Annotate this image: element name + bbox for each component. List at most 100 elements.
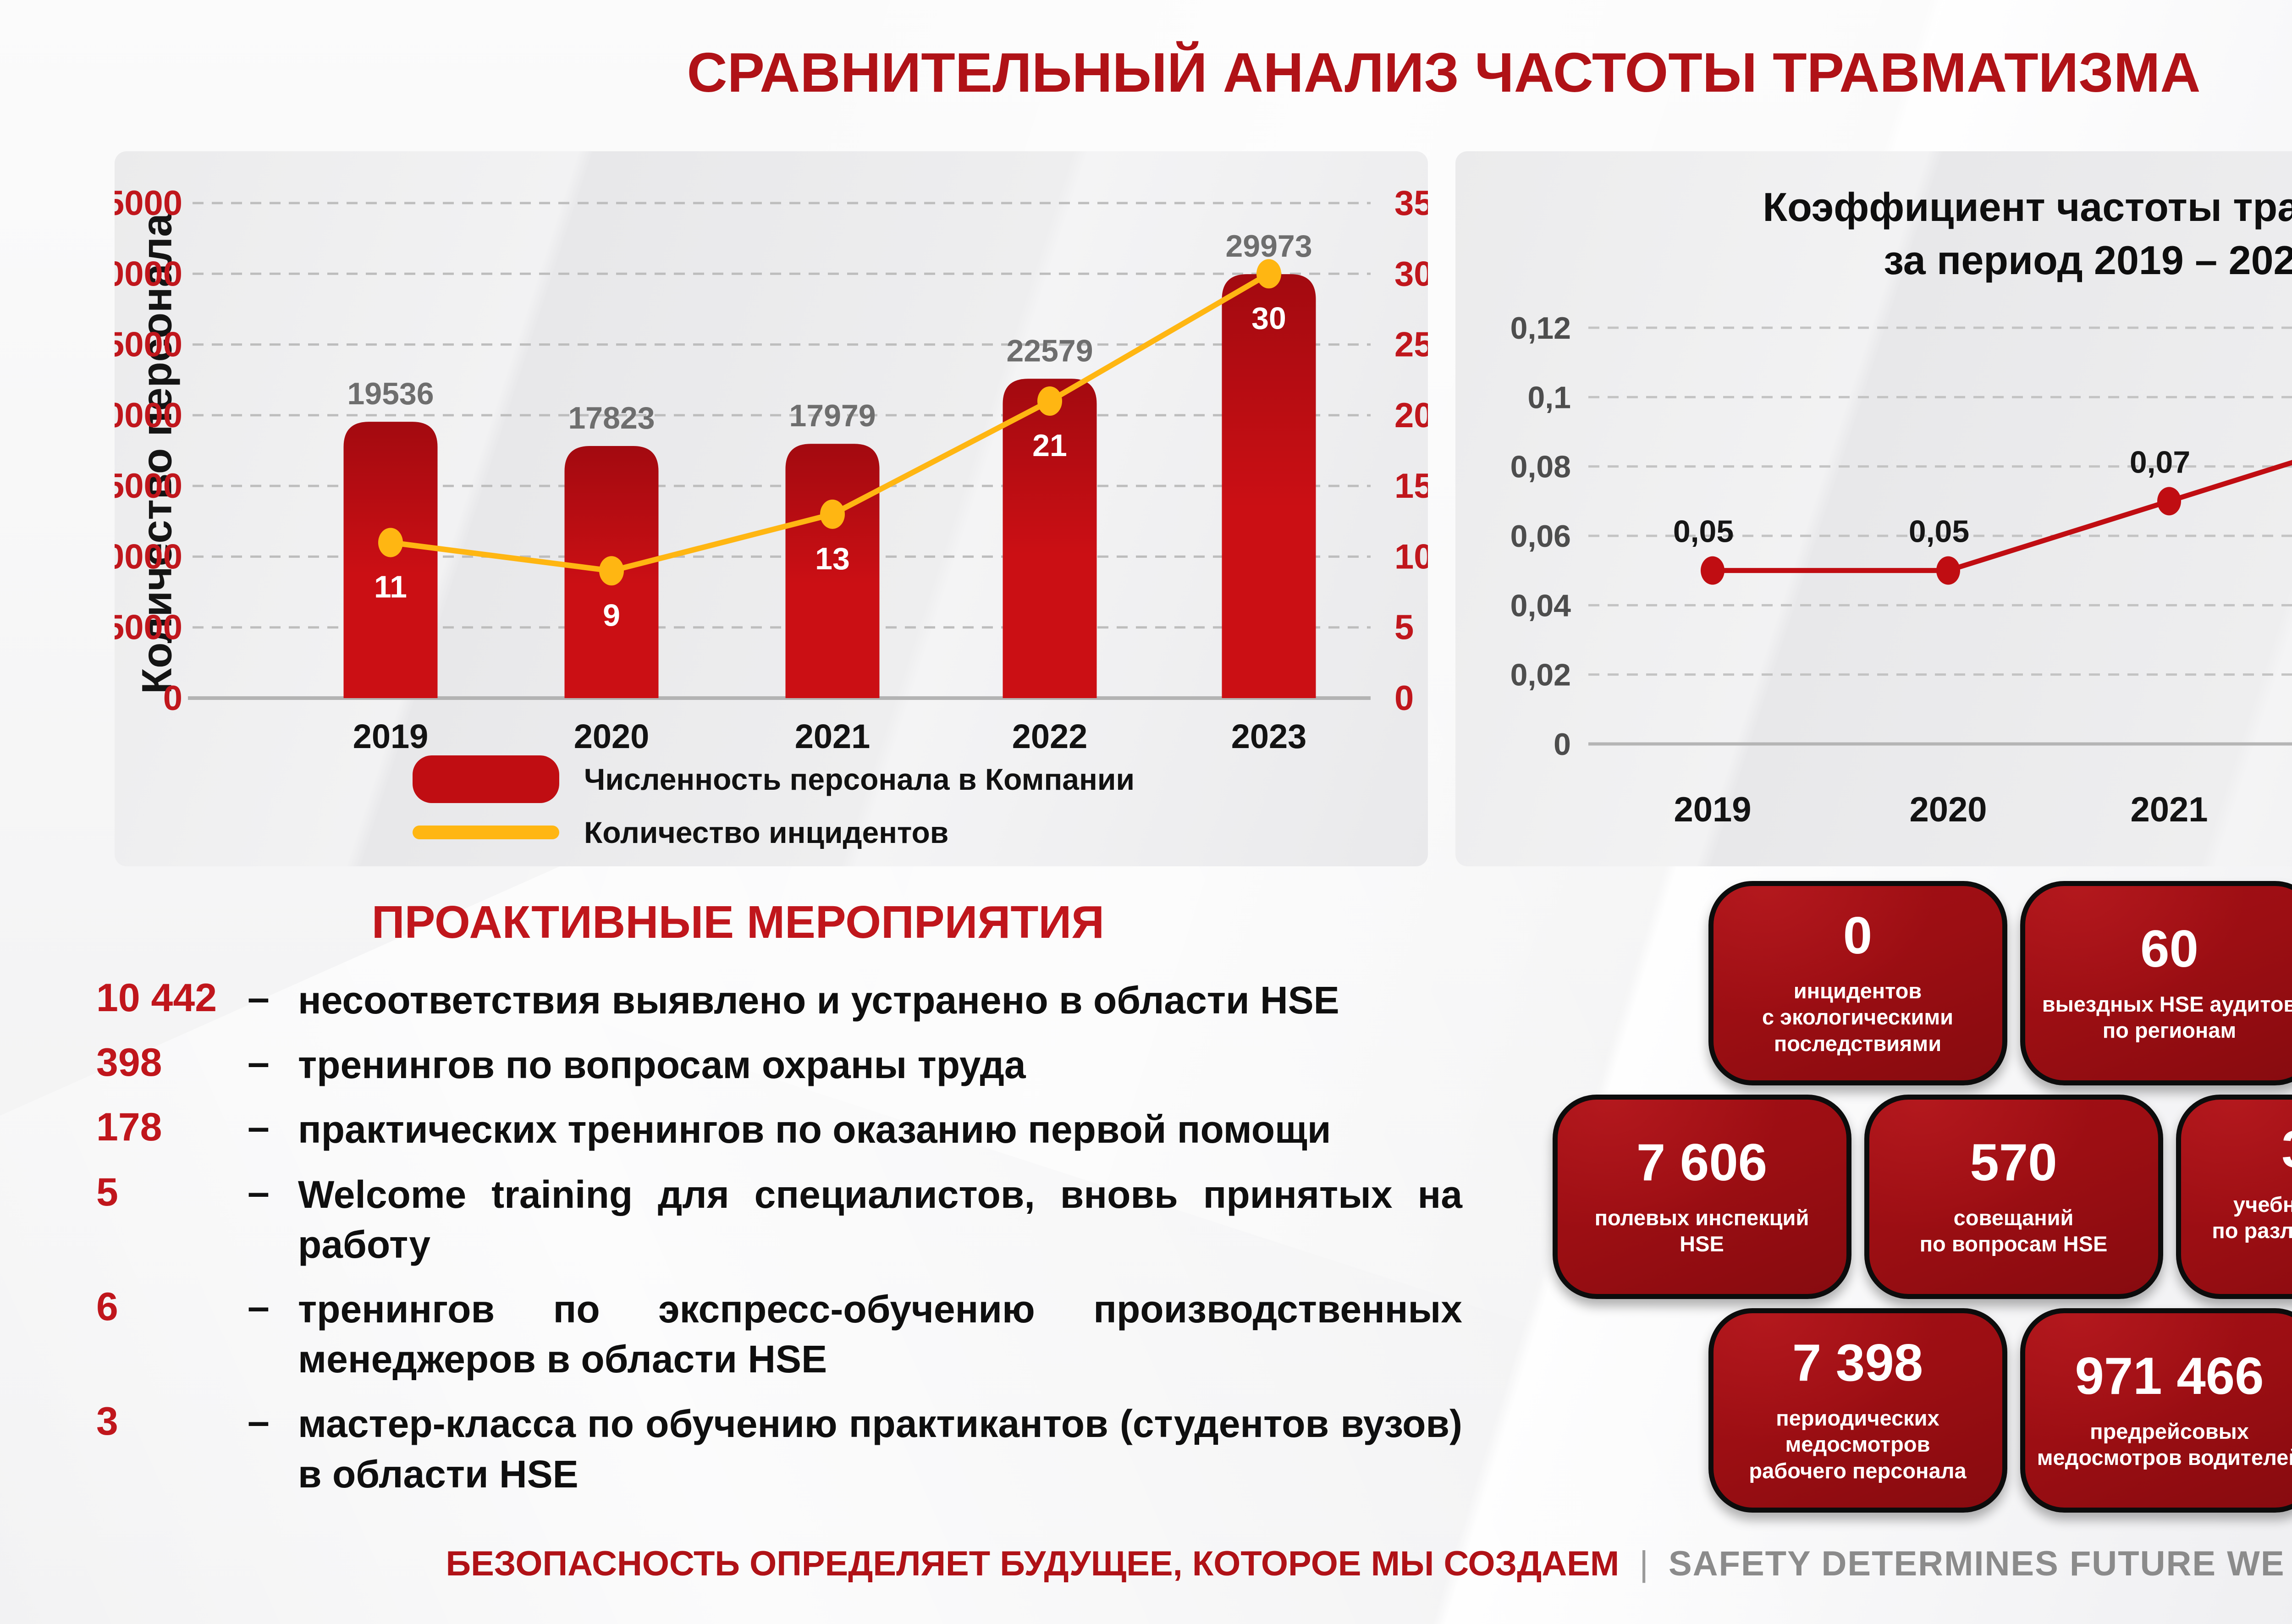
chart-title-line-2: за период 2019 – 2023 гг. xyxy=(1884,237,2292,283)
svg-text:13: 13 xyxy=(815,541,850,576)
kpi-badge-value: 7 606 xyxy=(1636,1133,1768,1192)
kpi-badge: 7 398 периодических медосмотров рабочего … xyxy=(1708,1308,2007,1513)
svg-text:25: 25 xyxy=(1394,325,1428,364)
legend-label: Количество инцидентов xyxy=(584,815,949,849)
proactive-item-dash: – xyxy=(248,1284,270,1329)
svg-text:9: 9 xyxy=(603,598,620,633)
legend-item-personnel: Численность персонала в Компании xyxy=(413,755,1135,803)
frequency-coefficient-chart-panel: Коэффициент частоты травматизма за перио… xyxy=(1455,151,2292,866)
svg-text:20000: 20000 xyxy=(115,396,182,435)
kpi-badge-label: инцидентов с экологическими последствиям… xyxy=(1762,979,1954,1056)
svg-text:0,05: 0,05 xyxy=(1909,514,1969,549)
svg-text:5: 5 xyxy=(1394,608,1414,647)
proactive-item-text: несоответствия выявлено и устранено в об… xyxy=(298,979,1339,1022)
proactive-item: 5 – Welcome training для специалистов, вно… xyxy=(96,1170,1476,1270)
kpi-badge-label: полевых инспекций HSE xyxy=(1594,1205,1809,1256)
svg-text:30: 30 xyxy=(1394,254,1428,293)
frequency-coefficient-chart: 00,020,040,060,080,10,120,050,050,070,09… xyxy=(1510,311,2292,829)
legend-item-incidents: Количество инцидентов xyxy=(413,815,1135,850)
proactive-item-dash: – xyxy=(248,1399,270,1444)
footer-slogan-en: SAFETY DETERMINES FUTURE WE CREATE xyxy=(1668,1544,2292,1583)
kpi-badge-value: 398 xyxy=(2281,1123,2292,1176)
badge-row: 7 606 полевых инспекций HSE 570 совещаний п… xyxy=(1485,1095,2292,1299)
proactive-item-text: тренингов по экспресс-обучению производс… xyxy=(298,1287,1462,1381)
svg-text:30000: 30000 xyxy=(115,254,182,293)
badge-row: 7 398 периодических медосмотров рабочего … xyxy=(1485,1308,2292,1513)
svg-text:30: 30 xyxy=(1251,301,1286,336)
proactive-item-dash: – xyxy=(248,976,270,1020)
svg-text:0: 0 xyxy=(1554,727,1571,762)
svg-text:22579: 22579 xyxy=(1006,333,1093,368)
proactive-item-text: мастер-класса по обучению практикантов (… xyxy=(298,1402,1462,1496)
proactive-item: 3 – мастер-класса по обучению практикантов… xyxy=(96,1399,1476,1499)
proactive-list: 10 442– несоответствия выявлено и устране… xyxy=(96,975,1476,1499)
svg-text:0,06: 0,06 xyxy=(1510,519,1571,554)
kpi-badge: 0 инцидентов с экологическими последствия… xyxy=(1708,881,2007,1085)
kpi-badge: 60 выездных HSE аудитов по регионам xyxy=(2020,881,2292,1085)
svg-text:5000: 5000 xyxy=(115,608,182,647)
svg-text:10000: 10000 xyxy=(115,537,182,576)
svg-text:2019: 2019 xyxy=(353,717,429,755)
proactive-item-value: 178 xyxy=(96,1105,162,1150)
svg-text:2019: 2019 xyxy=(1674,790,1751,829)
chart-title-line-1: Коэффициент частоты травматизма xyxy=(1763,184,2292,230)
svg-text:2021: 2021 xyxy=(795,717,871,755)
svg-text:35000: 35000 xyxy=(115,184,182,223)
kpi-badge-label: учебных занятий по различным темам HSE xyxy=(2212,1192,2292,1243)
proactive-item-text: Welcome training для специалистов, вновь… xyxy=(298,1173,1462,1266)
chart-title: Коэффициент частоты травматизма за перио… xyxy=(1455,181,2292,287)
proactive-item: 398 – тренингов по вопросам охраны труда xyxy=(96,1040,1476,1090)
svg-text:11: 11 xyxy=(374,570,407,605)
svg-text:17823: 17823 xyxy=(568,401,655,435)
proactive-item-value: 10 442 xyxy=(96,976,217,1020)
proactive-item-value: 5 xyxy=(96,1170,118,1214)
kpi-badge: 7 606 полевых инспекций HSE xyxy=(1552,1095,1851,1299)
page-title: СРАВНИТЕЛЬНЫЙ АНАЛИЗ ЧАСТОТЫ ТРАВМАТИЗМА xyxy=(687,41,2201,104)
chart-legend: Численность персонала в Компании Количес… xyxy=(413,755,1135,862)
svg-text:21: 21 xyxy=(1032,428,1067,463)
proactive-heading: ПРОАКТИВНЫЕ МЕРОПРИЯТИЯ xyxy=(371,897,1105,948)
proactive-item-text: тренингов по вопросам охраны труда xyxy=(298,1043,1026,1087)
footer-divider: | xyxy=(1639,1544,1648,1583)
svg-text:0,07: 0,07 xyxy=(2130,445,2190,479)
legend-label: Численность персонала в Компании xyxy=(584,762,1135,796)
kpi-badge-label: предрейсовых медосмотров водителей xyxy=(2037,1419,2292,1470)
kpi-badge: 570 совещаний по вопросам HSE xyxy=(1864,1095,2163,1299)
proactive-section: ПРОАКТИВНЫЕ МЕРОПРИЯТИЯ 10 442– несоответ… xyxy=(96,896,1476,1514)
svg-text:10: 10 xyxy=(1394,537,1428,576)
svg-text:20: 20 xyxy=(1394,396,1428,435)
kpi-badge-value: 971 466 xyxy=(2075,1347,2264,1405)
proactive-item-value: 398 xyxy=(96,1040,162,1085)
kpi-badge: 398 учебных занятий по различным темам HS… xyxy=(2176,1095,2292,1299)
svg-text:0,05: 0,05 xyxy=(1673,514,1734,549)
kpi-badge-label: совещаний по вопросам HSE xyxy=(1919,1205,2108,1256)
svg-text:19536: 19536 xyxy=(347,376,434,411)
badge-row: 0 инцидентов с экологическими последствия… xyxy=(1485,881,2292,1085)
kpi-badge-label: выездных HSE аудитов по регионам xyxy=(2042,991,2292,1042)
svg-text:0,04: 0,04 xyxy=(1510,588,1571,623)
svg-text:0,1: 0,1 xyxy=(1527,380,1571,415)
svg-text:0,12: 0,12 xyxy=(1510,311,1571,346)
kpi-badge-label: периодических медосмотров рабочего персо… xyxy=(1749,1406,1967,1483)
kpi-badge-value: 60 xyxy=(2140,919,2198,978)
proactive-item-text: практических тренингов по оказанию перво… xyxy=(298,1108,1331,1151)
proactive-item-value: 3 xyxy=(96,1399,118,1444)
proactive-item: 10 442– несоответствия выявлено и устране… xyxy=(96,975,1476,1025)
legend-bar-swatch xyxy=(413,755,559,803)
svg-text:0,02: 0,02 xyxy=(1510,658,1571,693)
svg-text:2022: 2022 xyxy=(1012,717,1088,755)
svg-text:15: 15 xyxy=(1394,467,1428,506)
svg-text:29973: 29973 xyxy=(1225,229,1312,264)
svg-text:35: 35 xyxy=(1394,184,1428,223)
svg-text:0,08: 0,08 xyxy=(1510,450,1571,484)
proactive-item-dash: – xyxy=(248,1170,270,1214)
proactive-item-dash: – xyxy=(248,1040,270,1085)
kpi-badge: 971 466 предрейсовых медосмотров водителе… xyxy=(2020,1308,2292,1513)
proactive-item: 178 – практических тренингов по оказанию п… xyxy=(96,1105,1476,1155)
svg-text:2021: 2021 xyxy=(2130,790,2208,829)
svg-text:2020: 2020 xyxy=(574,717,650,755)
